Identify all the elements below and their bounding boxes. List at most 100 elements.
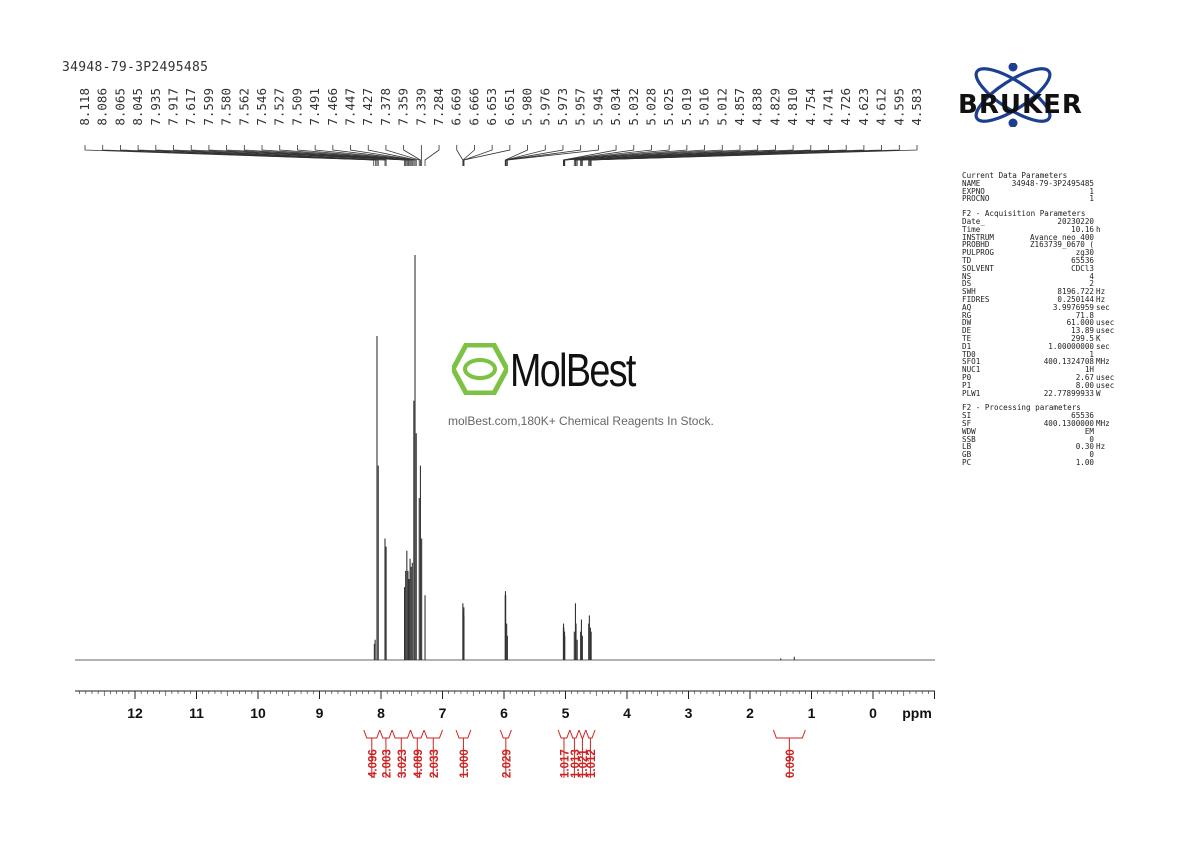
peak-label: 6.653 [484,88,499,126]
peak-label-connector [367,145,417,166]
parameter-unit: sec [1096,341,1110,351]
bruker-logo-icon [974,63,1052,127]
parameter-row: SFO1 400.1324708 MHz [962,358,1122,366]
parameter-value: 1 [1089,194,1094,204]
integral-bracket [772,729,806,739]
integral-bracket [423,729,443,739]
parameter-row: NAME 34948-79-3P2495485 [962,179,1122,188]
parameter-unit: K [1096,333,1101,343]
parameter-section-title: F2 - Acquisition Parameters [962,209,1086,219]
axis-tick-label: 3 [685,705,693,721]
peak-label: 7.935 [148,88,163,126]
parameter-row: PROCNO 1 [962,195,1122,203]
parameter-unit: sec [1096,302,1110,312]
axis-tick-label: 10 [250,705,266,721]
integral-bracket [557,729,571,739]
parameter-key: NS [962,271,972,281]
parameter-value: EM [1084,426,1094,436]
integral-bracket [410,729,425,739]
parameter-key: RG [962,310,972,320]
parameter-value: 8.00 [1075,380,1094,390]
parameter-row: TD0 1 [962,349,1122,359]
peak-label-connector [350,145,416,166]
peak-label: 5.025 [661,88,676,126]
parameter-value: 22.77899933 [1043,388,1094,398]
parameter-row: LB 0.30 Hz [962,443,1122,451]
parameter-row: SWH 8196.722 Hz [962,288,1122,296]
peak-label: 6.666 [466,88,481,126]
parameter-value: 1.00000000 [1048,341,1094,351]
peak-label: 6.669 [449,88,464,126]
parameter-value: 299.5 [1071,333,1094,343]
axis-tick-label: 9 [316,705,324,721]
parameter-row: DE 13.89 usec [962,327,1122,335]
peak-label-connector [297,145,412,166]
parameter-value: 3.9976959 [1052,302,1094,312]
parameter-unit: Hz [1096,442,1106,452]
parameter-key: EXPNO [962,186,985,196]
peak-label: 7.509 [289,88,304,126]
peak-label: 7.447 [343,88,358,126]
integral-value: 1.012 [586,749,598,778]
peak-label: 8.065 [112,88,127,126]
peak-label: 5.012 [714,88,729,126]
peak-label-connector [226,145,408,166]
peak-label: 5.973 [555,88,570,126]
peak-label: 5.980 [520,88,535,126]
integral-value: 2.003 [381,749,393,778]
integral-value: 2.029 [501,749,513,778]
parameter-key: PC [962,457,972,467]
peak-label: 4.810 [785,88,800,126]
parameter-key: SSB [962,434,976,444]
peak-label-connector [576,145,794,166]
parameter-value: 1.00 [1075,457,1094,467]
parameter-row: PLW1 22.77899933 W [962,388,1122,398]
peak-label: 5.028 [643,88,658,126]
parameter-key: PROCNO [962,194,990,204]
peak-label-connector [279,145,411,166]
axis-unit-label: ppm [902,705,932,721]
parameter-unit: Hz [1096,287,1106,297]
peak-label: 5.034 [608,88,623,126]
axis-tick-label: 5 [562,705,570,721]
peak-label: 7.562 [236,88,251,126]
peak-label: 4.857 [732,88,747,126]
peak-label-connector [506,145,599,166]
parameter-key: SI [962,411,972,421]
parameter-key: PLW1 [962,388,981,398]
parameter-value: 61.000 [1066,318,1094,328]
parameter-value: 1H [1084,365,1094,375]
parameter-row: FIDRES 0.250144 Hz [962,296,1122,304]
axis-tick-label: 6 [500,705,508,721]
parameter-unit: W [1096,388,1101,398]
parameter-unit: Hz [1096,294,1106,304]
peak-label-connector [505,145,564,166]
parameter-value: CDCl3 [1071,263,1094,273]
parameter-row: EXPNO 1 [962,186,1122,196]
peak-label: 5.019 [679,88,694,126]
integral-bracket [569,729,580,739]
parameter-row: D1 1.00000000 sec [962,341,1122,351]
parameter-key: NUC1 [962,365,981,375]
parameter-row: PULPROG zg30 [962,249,1122,257]
molbest-logo-icon [452,343,508,395]
parameter-key: AQ [962,302,972,312]
peak-label: 7.427 [360,88,375,126]
parameter-key: DW [962,318,972,328]
parameter-key: TD0 [962,349,976,359]
axis-tick-label: 1 [808,705,816,721]
peak-label-connector [314,145,413,166]
peak-label: 7.491 [307,88,322,126]
parameter-value: 0 [1089,434,1094,444]
peak-label-connector [590,145,918,166]
parameter-value: Avance neo 400 [1029,232,1094,242]
parameter-value: Z163739_0670 ( [1029,240,1094,250]
parameter-value: 0.250144 [1057,294,1094,304]
peak-label-connector [385,145,420,166]
parameter-row: Time 10.16 h [962,225,1122,234]
parameter-unit: usec [1096,380,1115,390]
parameter-row: P1 8.00 usec [962,380,1122,390]
integral-bracket [499,729,512,739]
parameter-value: zg30 [1075,248,1094,258]
